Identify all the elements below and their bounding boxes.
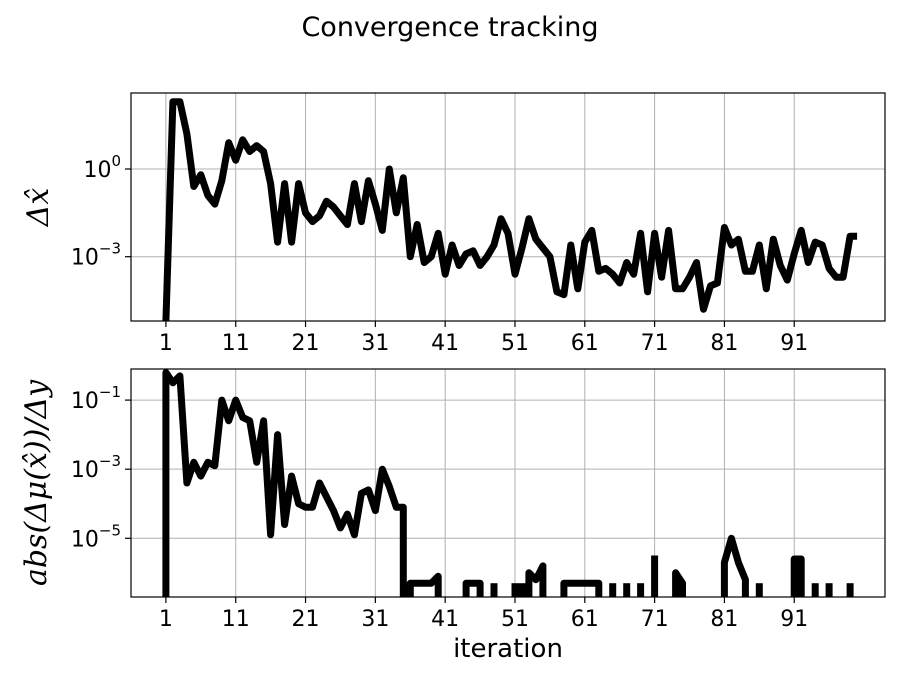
chart-title: Convergence tracking (301, 12, 598, 43)
x-tick-label: 51 (501, 607, 529, 632)
series-line (672, 569, 686, 597)
series-line (790, 555, 805, 597)
x-tick-label: 21 (292, 607, 320, 632)
x-tick-label: 61 (571, 331, 599, 356)
plot-area-top (162, 98, 858, 321)
series-line (162, 369, 442, 597)
y-axis-label-top: Δx̂ (21, 188, 56, 228)
x-tick-label: 41 (431, 607, 459, 632)
x-tick-label: 61 (571, 607, 599, 632)
x-tick-label: 31 (361, 607, 389, 632)
series-line (720, 534, 749, 597)
axes-frame-bottom (130, 368, 886, 598)
y-tick-label: 10−5 (71, 521, 121, 552)
y-tick-label: 10−3 (71, 240, 121, 271)
x-tick-label: 81 (710, 607, 738, 632)
x-tick-label: 71 (641, 331, 669, 356)
x-tick-label: 11 (222, 607, 250, 632)
y-tick-label: 10−3 (71, 452, 121, 483)
x-tick-label: 81 (710, 331, 738, 356)
x-tick-label: 91 (780, 331, 808, 356)
plot-area-bottom (162, 369, 854, 597)
x-tick-label: 91 (780, 607, 808, 632)
x-tick-label: 1 (159, 331, 173, 356)
series-line (525, 562, 547, 597)
x-tick-label: 71 (641, 607, 669, 632)
axes-frame-top (130, 92, 886, 322)
series-line (560, 579, 603, 597)
y-ticks-bottom: 10−1 10−3 10−5 (71, 383, 131, 552)
series-line (162, 98, 858, 321)
x-ticks-bottom: 1 11 21 31 41 51 61 71 81 91 (159, 597, 808, 632)
x-tick-label: 51 (501, 331, 529, 356)
y-tick-label: 10−1 (71, 383, 121, 414)
x-ticks-top: 1 11 21 31 41 51 61 71 81 91 (159, 321, 808, 356)
x-tick-label: 21 (292, 331, 320, 356)
y-axis-label-bottom: abs(Δμ(x̂))/Δy (19, 379, 54, 586)
y-ticks-top: 100 10−3 (71, 152, 131, 271)
x-tick-label: 31 (361, 331, 389, 356)
series-line (462, 579, 484, 597)
x-axis-label: iteration (453, 634, 563, 664)
x-tick-label: 41 (431, 331, 459, 356)
grid-bottom (131, 369, 885, 597)
x-tick-label: 1 (159, 607, 173, 632)
y-tick-label: 100 (83, 152, 121, 183)
grid-top (131, 93, 885, 321)
subplot-mu: 10−110−310−5 1 11 21 31 41 51 61 71 81 91 abs(Δμ(… (19, 368, 886, 632)
x-tick-label: 11 (222, 331, 250, 356)
